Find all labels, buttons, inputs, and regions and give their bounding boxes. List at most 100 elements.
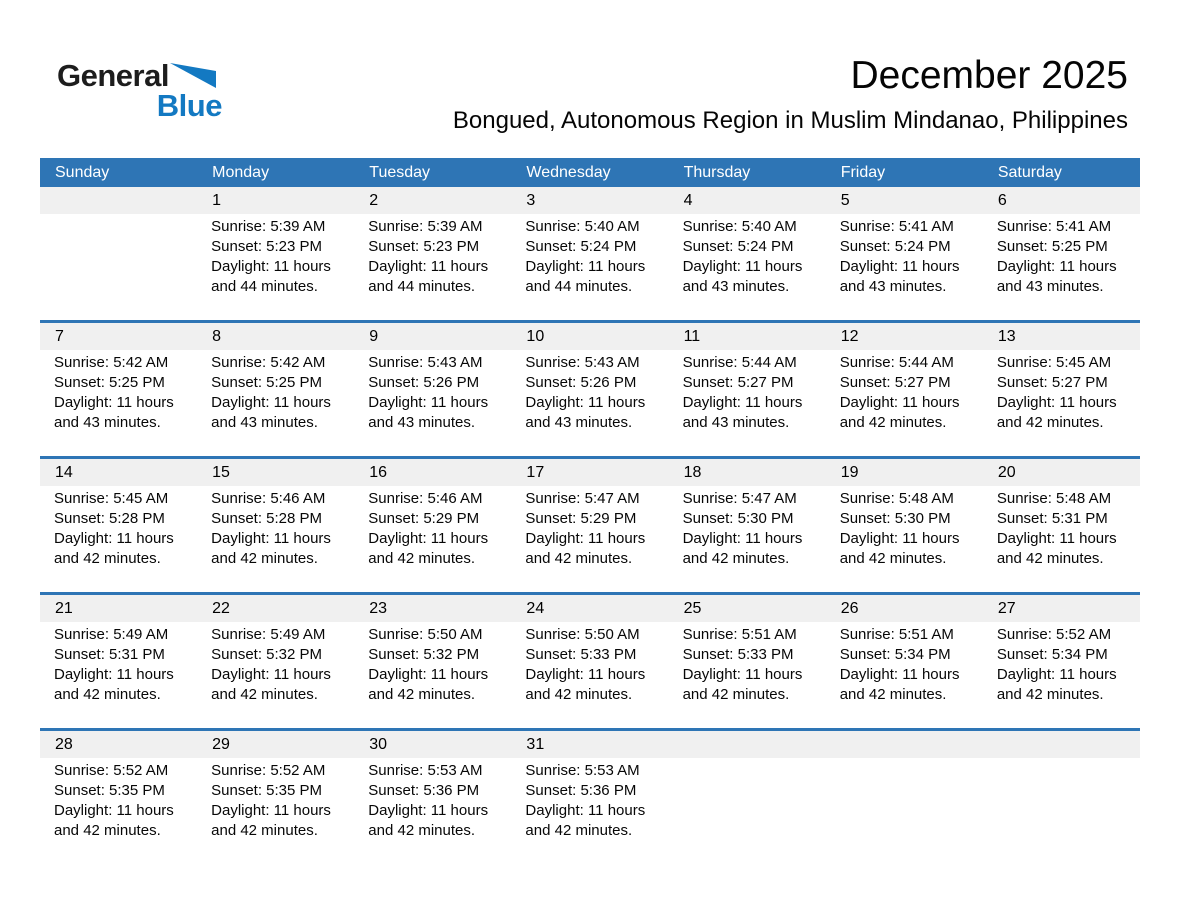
- day-sunset: Sunset: 5:23 PM: [211, 238, 323, 255]
- day-number-22: 22: [197, 595, 355, 622]
- day-sunset: Sunset: 5:31 PM: [996, 510, 1108, 527]
- day-sunrise: Sunrise: 5:40 AM: [682, 218, 797, 235]
- day-cell-8: 8 Sunrise: 5:42 AM Sunset: 5:25 PM Daylight…: [197, 323, 355, 456]
- day-info: Sunrise: 5:39 AM Sunset: 5:23 PM Daylight:…: [197, 214, 354, 319]
- day-daylight-line2: and 43 minutes.: [54, 414, 161, 431]
- day-sunset: Sunset: 5:25 PM: [211, 374, 323, 391]
- day-daylight-line1: Daylight: 11 hours: [211, 666, 331, 683]
- day-cell-12: 12 Sunrise: 5:44 AM Sunset: 5:27 PM Dayligh…: [825, 323, 983, 456]
- day-daylight-line2: and 42 minutes.: [996, 686, 1104, 703]
- weekday-thursday: Thursday: [683, 164, 751, 181]
- day-sunset: Sunset: 5:25 PM: [996, 238, 1108, 255]
- day-sunset: Sunset: 5:27 PM: [996, 374, 1108, 391]
- day-sunrise: Sunrise: 5:40 AM: [525, 218, 640, 235]
- day-daylight-line1: Daylight: 11 hours: [368, 394, 489, 411]
- day-sunrise: Sunrise: 5:50 AM: [368, 626, 483, 643]
- day-sunrise: Sunrise: 5:48 AM: [839, 490, 954, 507]
- day-daylight-line1: Daylight: 11 hours: [525, 258, 646, 275]
- day-sunrise: Sunrise: 5:53 AM: [525, 762, 640, 779]
- day-number-5: 5: [825, 187, 983, 214]
- day-info: Sunrise: 5:50 AM Sunset: 5:33 PM Daylight:…: [511, 622, 668, 727]
- day-info: Sunrise: 5:51 AM Sunset: 5:33 PM Daylight:…: [669, 622, 826, 727]
- day-number-17: 17: [511, 459, 669, 486]
- day-sunrise: Sunrise: 5:44 AM: [839, 354, 954, 371]
- day-number-14: 14: [40, 459, 198, 486]
- day-sunrise: Sunrise: 5:47 AM: [525, 490, 640, 507]
- day-info: Sunrise: 5:48 AM Sunset: 5:31 PM Daylight:…: [983, 486, 1140, 591]
- day-sunset: Sunset: 5:26 PM: [368, 374, 480, 391]
- day-daylight-line1: Daylight: 11 hours: [996, 258, 1117, 275]
- day-info: Sunrise: 5:53 AM Sunset: 5:36 PM Daylight:…: [511, 758, 668, 863]
- day-cell-26: 26 Sunrise: 5:51 AM Sunset: 5:34 PM Dayligh…: [825, 595, 983, 728]
- day-daylight-line2: and 42 minutes.: [839, 414, 947, 431]
- day-info: Sunrise: 5:45 AM Sunset: 5:28 PM Daylight:…: [40, 486, 197, 591]
- day-cell-4: 4 Sunrise: 5:40 AM Sunset: 5:24 PM Daylight…: [668, 187, 826, 320]
- day-sunrise: Sunrise: 5:47 AM: [682, 490, 797, 507]
- day-sunset: Sunset: 5:23 PM: [368, 238, 480, 255]
- day-daylight-line2: and 42 minutes.: [368, 686, 476, 703]
- day-sunset: Sunset: 5:28 PM: [54, 510, 165, 527]
- day-cell-19: 19 Sunrise: 5:48 AM Sunset: 5:30 PM Dayligh…: [825, 459, 983, 592]
- day-cell-14: 14 Sunrise: 5:45 AM Sunset: 5:28 PM Dayligh…: [40, 459, 198, 592]
- day-number-10: 10: [511, 323, 669, 350]
- day-cell-27: 27 Sunrise: 5:52 AM Sunset: 5:34 PM Dayligh…: [982, 595, 1140, 728]
- day-sunset: Sunset: 5:32 PM: [368, 646, 480, 663]
- day-number-4: 4: [668, 187, 826, 214]
- day-info: Sunrise: 5:41 AM Sunset: 5:24 PM Daylight:…: [826, 214, 983, 319]
- day-sunrise: Sunrise: 5:49 AM: [211, 626, 326, 643]
- day-cell-11: 11 Sunrise: 5:44 AM Sunset: 5:27 PM Dayligh…: [668, 323, 826, 456]
- day-number-26: 26: [825, 595, 983, 622]
- day-number-12: 12: [825, 323, 983, 350]
- empty-cell: [668, 731, 826, 864]
- day-sunrise: Sunrise: 5:49 AM: [54, 626, 169, 643]
- day-sunrise: Sunrise: 5:43 AM: [525, 354, 640, 371]
- day-cell-2: 2 Sunrise: 5:39 AM Sunset: 5:23 PM Daylight…: [354, 187, 512, 320]
- day-cell-16: 16 Sunrise: 5:46 AM Sunset: 5:29 PM Dayligh…: [354, 459, 512, 592]
- day-daylight-line2: and 42 minutes.: [996, 414, 1104, 431]
- day-info: Sunrise: 5:45 AM Sunset: 5:27 PM Daylight:…: [983, 350, 1140, 455]
- empty-cell: [982, 731, 1140, 864]
- calendar-grid: Sunday Monday Tuesday Wednesday Thursday…: [40, 158, 1140, 864]
- day-cell-22: 22 Sunrise: 5:49 AM Sunset: 5:32 PM Dayligh…: [197, 595, 355, 728]
- day-number-21: 21: [40, 595, 198, 622]
- day-cell-15: 15 Sunrise: 5:46 AM Sunset: 5:28 PM Dayligh…: [197, 459, 355, 592]
- day-cell-24: 24 Sunrise: 5:50 AM Sunset: 5:33 PM Dayligh…: [511, 595, 669, 728]
- day-cell-31: 31 Sunrise: 5:53 AM Sunset: 5:36 PM Dayligh…: [511, 731, 669, 864]
- day-daylight-line2: and 42 minutes.: [54, 822, 161, 839]
- day-sunset: Sunset: 5:36 PM: [368, 782, 480, 799]
- week-row-2: 7 Sunrise: 5:42 AM Sunset: 5:25 PM Daylight…: [40, 320, 1140, 456]
- day-daylight-line1: Daylight: 11 hours: [368, 802, 489, 819]
- day-daylight-line1: Daylight: 11 hours: [839, 258, 960, 275]
- day-sunrise: Sunrise: 5:51 AM: [682, 626, 797, 643]
- day-daylight-line1: Daylight: 11 hours: [54, 802, 174, 819]
- day-daylight-line1: Daylight: 11 hours: [682, 258, 803, 275]
- day-sunset: Sunset: 5:24 PM: [839, 238, 951, 255]
- day-daylight-line2: and 42 minutes.: [525, 822, 633, 839]
- day-cell-21: 21 Sunrise: 5:49 AM Sunset: 5:31 PM Dayligh…: [40, 595, 198, 728]
- day-number-7: 7: [40, 323, 198, 350]
- day-number-2: 2: [354, 187, 512, 214]
- day-daylight-line1: Daylight: 11 hours: [996, 530, 1117, 547]
- day-number-6: 6: [982, 187, 1140, 214]
- day-number-30: 30: [354, 731, 512, 758]
- day-daylight-line1: Daylight: 11 hours: [996, 666, 1117, 683]
- day-daylight-line2: and 43 minutes.: [839, 278, 947, 295]
- week-row-4: 21 Sunrise: 5:49 AM Sunset: 5:31 PM Dayligh…: [40, 592, 1140, 728]
- day-cell-23: 23 Sunrise: 5:50 AM Sunset: 5:32 PM Dayligh…: [354, 595, 512, 728]
- day-daylight-line2: and 42 minutes.: [211, 550, 318, 567]
- day-sunset: Sunset: 5:32 PM: [211, 646, 323, 663]
- day-daylight-line1: Daylight: 11 hours: [525, 666, 646, 683]
- day-daylight-line1: Daylight: 11 hours: [839, 530, 960, 547]
- day-daylight-line1: Daylight: 11 hours: [54, 530, 174, 547]
- day-info: Sunrise: 5:42 AM Sunset: 5:25 PM Daylight:…: [40, 350, 197, 455]
- day-info: Sunrise: 5:50 AM Sunset: 5:32 PM Daylight:…: [354, 622, 511, 727]
- day-info: Sunrise: 5:47 AM Sunset: 5:29 PM Daylight:…: [511, 486, 668, 591]
- day-daylight-line1: Daylight: 11 hours: [525, 802, 646, 819]
- day-sunrise: Sunrise: 5:48 AM: [996, 490, 1112, 507]
- day-info: Sunrise: 5:51 AM Sunset: 5:34 PM Daylight:…: [826, 622, 983, 727]
- day-number-27: 27: [982, 595, 1140, 622]
- day-daylight-line1: Daylight: 11 hours: [211, 802, 331, 819]
- day-cell-3: 3 Sunrise: 5:40 AM Sunset: 5:24 PM Daylight…: [511, 187, 669, 320]
- day-number-8: 8: [197, 323, 355, 350]
- day-info: Sunrise: 5:40 AM Sunset: 5:24 PM Daylight:…: [511, 214, 668, 319]
